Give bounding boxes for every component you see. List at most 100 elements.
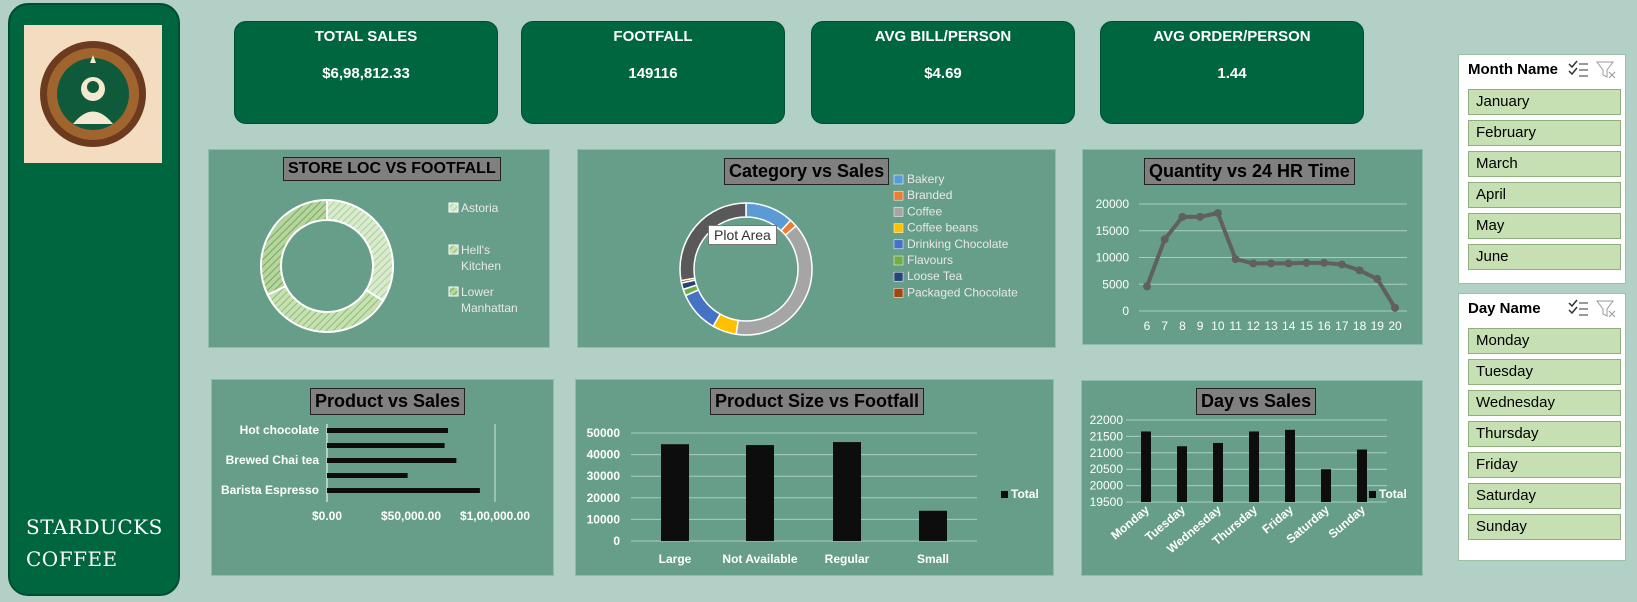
slicer-item-tuesday[interactable]: Tuesday [1468,359,1621,385]
size-bar-svg: 0 10000 20000 30000 40000 50000 Large Not Avail… [587,426,1039,566]
slicer-item-thursday[interactable]: Thursday [1468,421,1621,447]
x-tick-label: 7 [1161,319,1168,333]
bar[interactable] [1141,431,1151,502]
x-tick-label: 13 [1264,319,1278,333]
brand-line-1: STARDUCKS [26,515,163,539]
data-point[interactable] [1213,209,1222,218]
bar[interactable] [746,445,774,541]
bar[interactable] [661,444,689,541]
legend-swatch [893,190,904,201]
brand-line-2: COFFEE [26,547,118,571]
clear-filter-icon[interactable] [1595,59,1617,79]
category-donut-svg: Bakery Branded Coffee Coffee beans Drinking … [679,172,1018,336]
legend-swatch [448,202,459,213]
slicer-item-april[interactable]: April [1468,182,1621,208]
donut-slice-2[interactable] [260,198,328,297]
bar[interactable] [1249,431,1259,502]
data-point[interactable] [1143,282,1151,291]
chart-title: Quantity vs 24 HR Time [1144,158,1355,185]
x-tick-label: 9 [1197,319,1204,333]
logo [24,25,162,163]
bar[interactable] [327,428,448,433]
day-sales-chart[interactable]: Day vs Sales 19500 20000 20500 21000 21500 22… [1081,380,1423,576]
multi-select-icon[interactable] [1567,59,1589,79]
donut-slice-1[interactable] [266,284,385,333]
size-footfall-chart[interactable]: Product Size vs Footfall 0 10000 20000 3000… [575,379,1054,576]
bar[interactable] [1213,442,1223,502]
bar[interactable] [327,488,480,493]
slicer-item-sunday[interactable]: Sunday [1468,514,1621,540]
slicer-item-may[interactable]: May [1468,213,1621,239]
kpi-value: $4.69 [924,65,962,82]
donut-slice-4[interactable] [684,288,722,328]
category-label: Regular [825,552,870,566]
data-point[interactable] [1337,260,1346,269]
slicer-item-february[interactable]: February [1468,120,1621,146]
data-point[interactable] [1391,303,1399,312]
data-point[interactable] [1160,235,1169,244]
slicer-item-wednesday[interactable]: Wednesday [1468,390,1621,416]
bar[interactable] [919,510,947,541]
legend-swatch [893,271,904,282]
slicer-item-january[interactable]: January [1468,89,1621,115]
bar[interactable] [1285,429,1295,502]
kpi-value: 149116 [628,65,678,82]
category-label: Not Available [722,552,797,566]
data-point[interactable] [1178,212,1187,221]
legend-swatch [893,239,904,250]
slicer-item-march[interactable]: March [1468,151,1621,177]
legend-swatch [893,255,904,266]
y-tick-label: 50000 [587,426,621,440]
donut-slice-8[interactable] [679,202,747,282]
category-label: Barista Espresso [221,483,319,497]
category-sales-chart[interactable]: Category vs Sales Bakery Branded Coffee Cof… [577,149,1056,348]
clear-filter-icon[interactable] [1595,298,1617,318]
kpi-title: AVG ORDER/PERSON [1153,28,1311,45]
x-tick-label: 12 [1247,319,1261,333]
legend-label: Manhattan [461,301,518,315]
data-point[interactable] [1231,255,1240,264]
legend-swatch [1001,491,1008,498]
x-tick-label: 14 [1282,319,1296,333]
y-tick-label: 10000 [587,512,621,526]
quantity-time-chart[interactable]: Quantity vs 24 HR Time 0 5000 10000 15000 20… [1082,149,1423,345]
slicer-item-june[interactable]: June [1468,244,1621,270]
bar[interactable] [1357,449,1367,502]
bar[interactable] [327,443,445,448]
slicer-title: Month Name [1468,61,1558,78]
data-point[interactable] [1355,266,1364,275]
legend-label: Flavours [907,253,953,267]
product-sales-chart[interactable]: Product vs Sales Hot chocolate Brewed Cha… [211,379,554,576]
bar[interactable] [1177,446,1187,502]
data-point[interactable] [1284,259,1293,268]
bar[interactable] [1321,469,1331,502]
slicer-item-friday[interactable]: Friday [1468,452,1621,478]
data-point[interactable] [1302,258,1311,267]
legend-label: Packaged Chocolate [907,285,1018,299]
category-label: Sunday [1326,502,1368,541]
legend-label: Drinking Chocolate [907,237,1009,251]
data-point[interactable] [1196,212,1205,221]
legend-label: Branded [907,188,952,202]
data-point[interactable] [1320,258,1329,267]
kpi-avg-order: AVG ORDER/PERSON 1.44 [1100,21,1364,124]
mermaid-logo-icon [40,41,146,147]
data-point[interactable] [1249,259,1258,268]
category-label: Brewed Chai tea [226,453,320,467]
y-tick-label: 21500 [1090,429,1124,443]
kpi-title: FOOTFALL [613,28,693,45]
donut-slice-0[interactable] [326,198,394,303]
data-point[interactable] [1267,259,1275,268]
multi-select-icon[interactable] [1567,298,1589,318]
store-footfall-chart[interactable]: STORE LOC VS FOOTFALL Astoria Hell's Kitch… [208,149,550,348]
legend-label: Total [1379,487,1407,501]
data-point[interactable] [1373,274,1382,283]
y-tick-label: 30000 [587,469,621,483]
bar[interactable] [327,458,457,463]
category-label: Hot chocolate [240,423,320,437]
slicer-item-monday[interactable]: Monday [1468,328,1621,354]
x-tick-label: 18 [1353,319,1367,333]
bar[interactable] [327,473,408,478]
bar[interactable] [833,442,861,541]
slicer-item-saturday[interactable]: Saturday [1468,483,1621,509]
